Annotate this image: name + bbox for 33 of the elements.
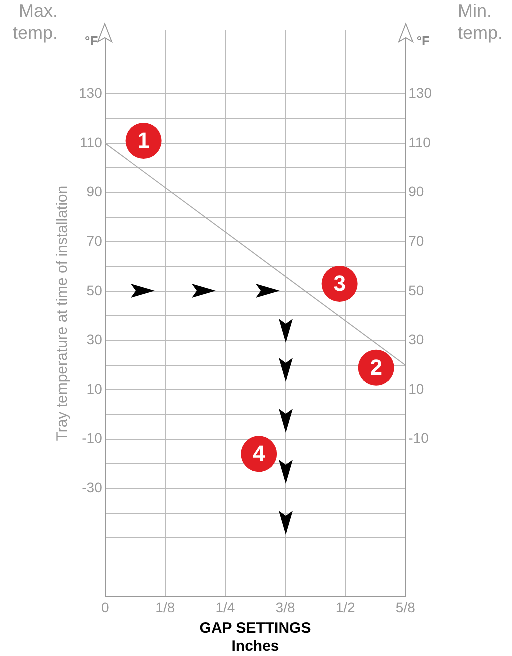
- y2-tick-label: 70: [408, 232, 424, 249]
- y-tick-label: 130: [79, 84, 103, 101]
- annotation: 4: [252, 441, 266, 466]
- y2-tick-label: -10: [408, 430, 430, 446]
- y-tick-label: 70: [86, 232, 103, 249]
- y-tick-label: 50: [86, 282, 103, 298]
- text: °F: [416, 34, 430, 49]
- y2-tick-label: 90: [408, 184, 424, 200]
- annotation: 3: [334, 271, 346, 296]
- x-tick-label: 0: [101, 599, 110, 616]
- y-tick-label: 90: [86, 184, 103, 200]
- y2-tick-label: 10: [408, 380, 424, 397]
- y-tick-label: -10: [82, 430, 103, 446]
- x-axis-title: GAP SETTINGS Inches: [200, 620, 312, 656]
- y-tick-label: -30: [82, 480, 103, 496]
- y-tick-label: 110: [80, 134, 103, 150]
- y2-tick-label: 30: [408, 332, 424, 348]
- x-tick-label: 1/8: [156, 599, 176, 616]
- annotation: 1: [138, 128, 150, 154]
- text: °F: [85, 34, 98, 49]
- x-tick-label: 1/2: [336, 599, 356, 616]
- text: Max. temp.: [12, 0, 58, 43]
- x-tick-label: 1/4: [216, 599, 236, 616]
- y-tick-label: 10: [86, 380, 103, 397]
- x-tick-label: 3/8: [276, 599, 296, 616]
- text: Min. temp.: [458, 0, 504, 43]
- y-tick-label: 30: [86, 332, 103, 348]
- y2-tick-label: 50: [408, 282, 424, 298]
- x-tick-label: 5/8: [396, 599, 416, 616]
- annotation: 2: [370, 354, 382, 380]
- y2-tick-label: 130: [408, 84, 432, 101]
- y-axis-title: Tray temperature at time of installation: [54, 186, 72, 442]
- y2-tick-label: 110: [408, 134, 432, 150]
